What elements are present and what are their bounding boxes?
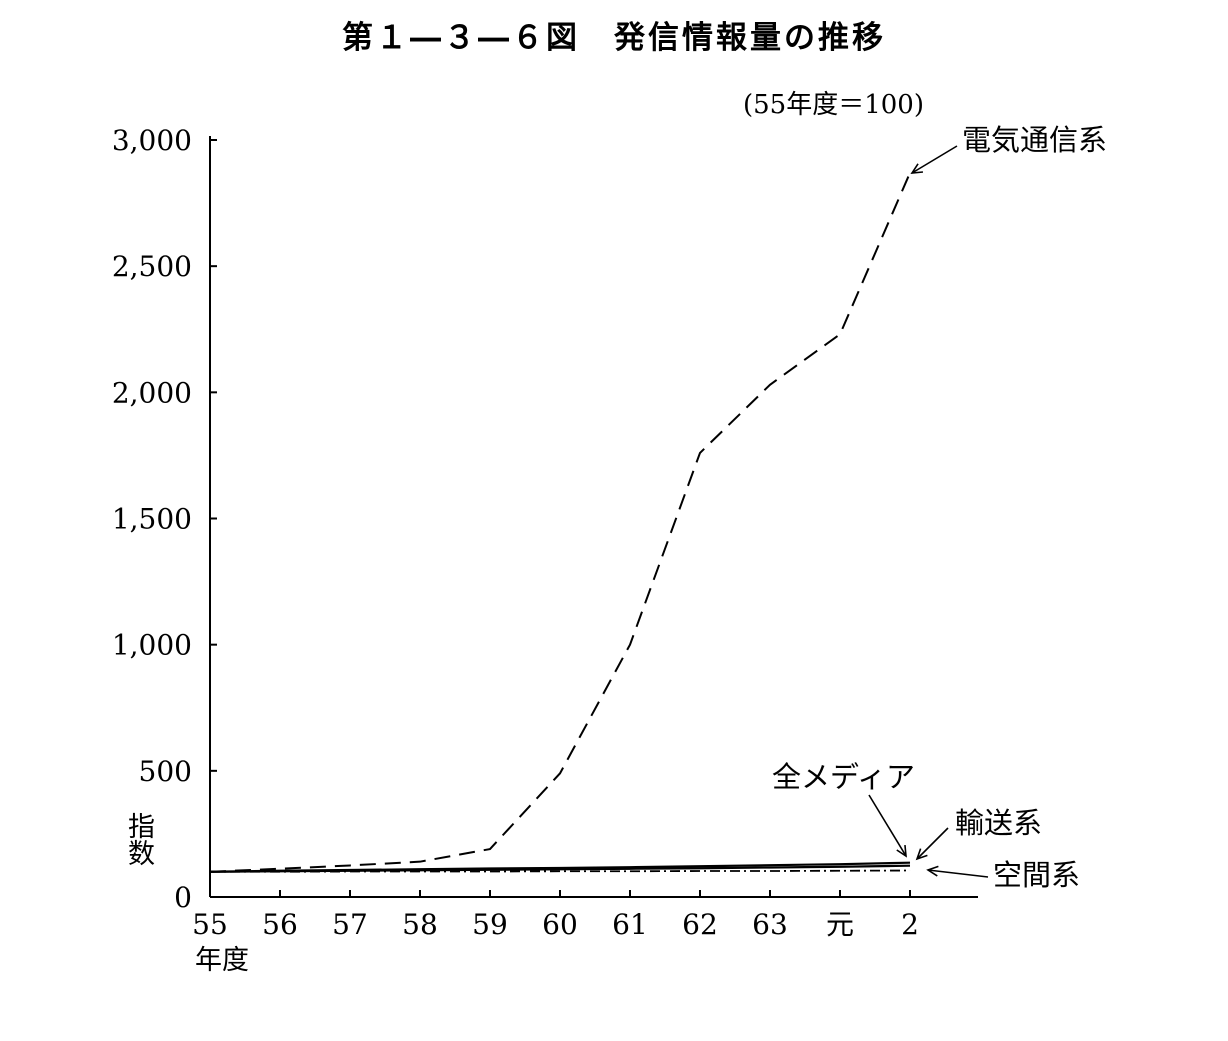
chart-title: 第１―３―６図 発信情報量の推移 xyxy=(342,20,886,56)
x-tick-label: 59 xyxy=(472,908,508,941)
y-tick-label: 1,500 xyxy=(112,503,192,536)
y-tick-label: 0 xyxy=(174,881,192,914)
x-axis-unit-label: 年度 xyxy=(195,945,249,976)
x-tick-label: 元 xyxy=(826,908,854,941)
series-label-3: 空間系 xyxy=(993,858,1080,892)
leader-arrowhead-2 xyxy=(915,848,928,861)
y-tick-label: 2,000 xyxy=(112,376,192,409)
y-tick-label: 2,500 xyxy=(112,250,192,283)
leader-line-3 xyxy=(927,869,989,878)
series-label-2: 輸送系 xyxy=(955,806,1042,840)
unit-note: (55年度＝100) xyxy=(743,90,924,120)
series-label-1: 全メディア xyxy=(772,760,915,794)
x-tick-label: 61 xyxy=(612,908,648,941)
leader-line-0 xyxy=(911,145,958,174)
leader-arrowhead-1 xyxy=(896,844,907,858)
x-tick-label: 56 xyxy=(262,908,298,941)
x-tick-label: 55 xyxy=(192,908,228,941)
leader-arrowhead-0 xyxy=(910,163,924,174)
series-line-3 xyxy=(210,869,911,873)
y-tick-label: 3,000 xyxy=(112,124,192,157)
series-label-0: 電気通信系 xyxy=(962,123,1107,157)
x-tick-label: 58 xyxy=(402,908,438,941)
leader-line-2 xyxy=(916,827,949,860)
leader-arrowhead-3 xyxy=(926,865,939,877)
x-tick-label: 63 xyxy=(752,908,788,941)
x-tick-label: 57 xyxy=(332,908,368,941)
x-tick-label: 62 xyxy=(682,908,718,941)
y-tick-label: 1,000 xyxy=(112,629,192,662)
y-tick-label: 500 xyxy=(139,755,192,788)
x-tick-label: 2 xyxy=(901,908,919,941)
y-axis-label: 指数 xyxy=(123,812,154,866)
x-tick-label: 60 xyxy=(542,908,578,941)
leader-line-1 xyxy=(868,794,907,857)
